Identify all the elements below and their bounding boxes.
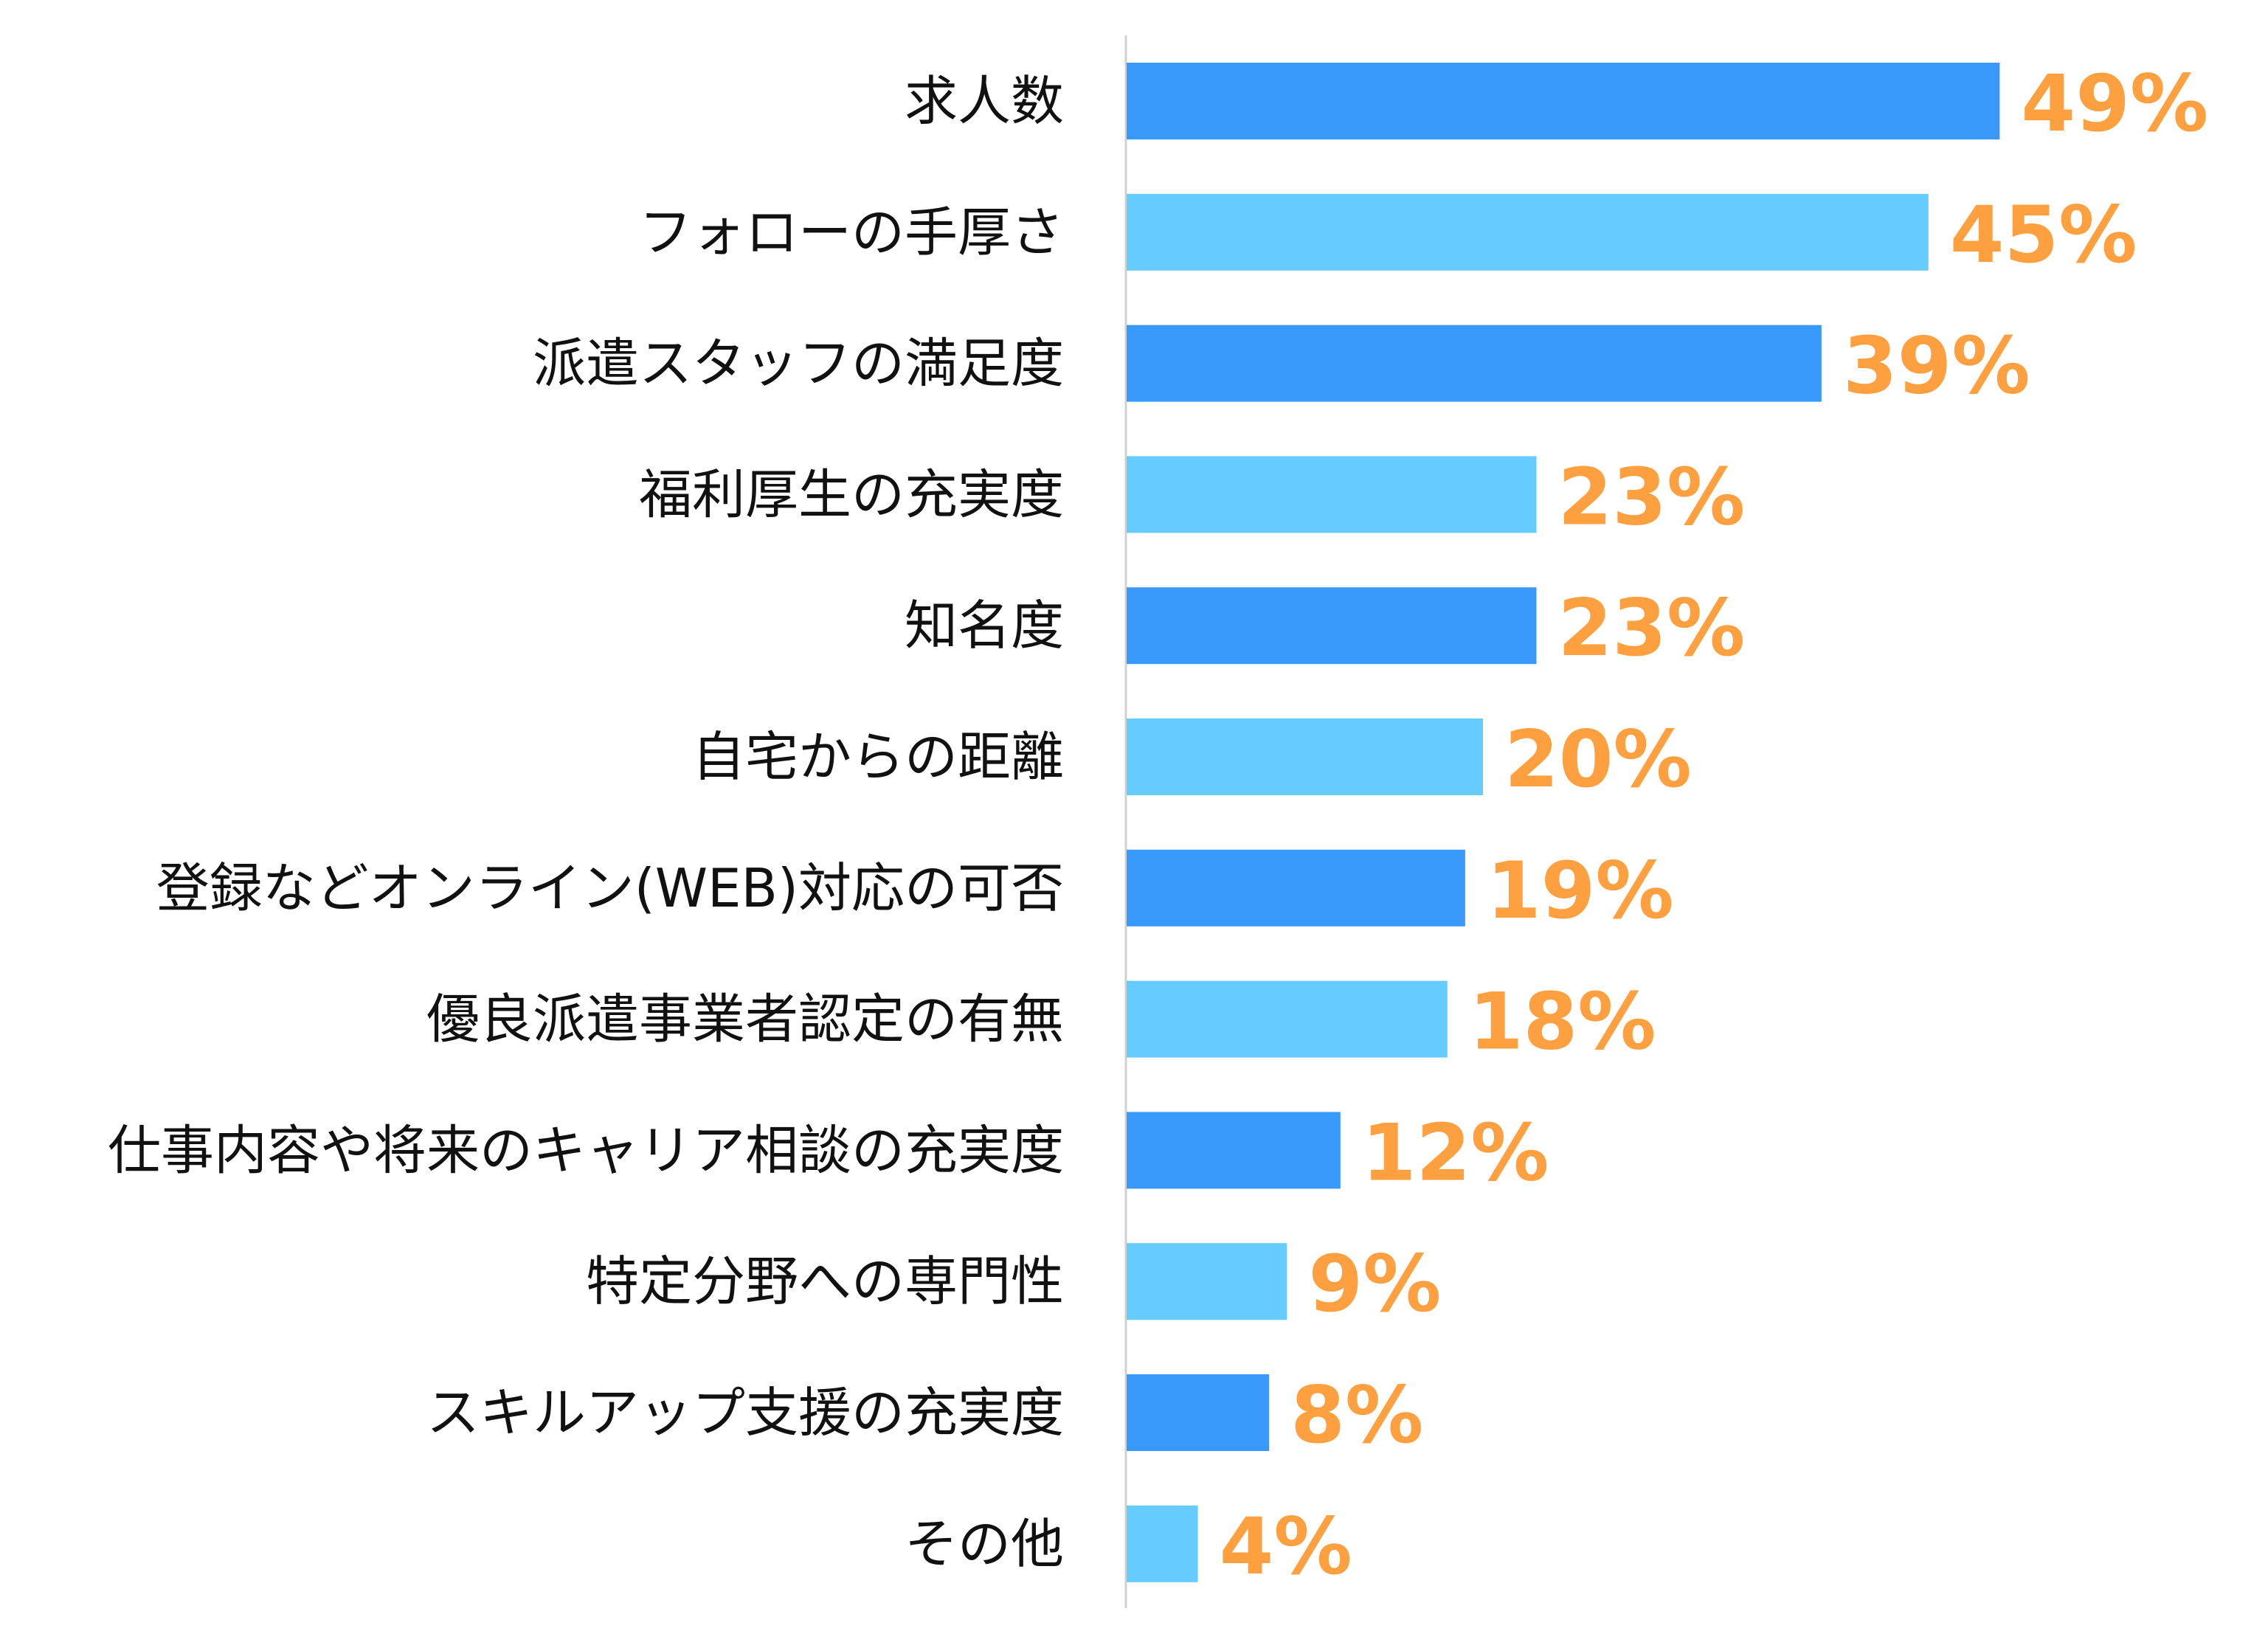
value-label: 23% — [1557, 451, 1745, 542]
bar — [1127, 193, 1929, 271]
category-label: 仕事内容や将来のキャリア相談の充実度 — [108, 1119, 1064, 1181]
bar — [1127, 456, 1537, 533]
bar — [1127, 1505, 1198, 1582]
bar — [1127, 1243, 1287, 1320]
category-label: 自宅からの距離 — [692, 726, 1064, 788]
bar — [1127, 849, 1465, 927]
category-label: 派遣スタッフの満足度 — [533, 333, 1064, 395]
category-label: その他 — [905, 1513, 1064, 1575]
value-label: 18% — [1469, 977, 1656, 1067]
value-label: 39% — [1843, 321, 2030, 412]
category-label: 求人数 — [905, 70, 1064, 132]
value-label: 19% — [1487, 845, 1674, 936]
value-label: 49% — [2021, 58, 2208, 149]
bar — [1127, 1374, 1270, 1451]
category-label: 福利厚生の充実度 — [639, 463, 1064, 525]
value-label: 45% — [1950, 190, 2137, 280]
bar — [1127, 980, 1448, 1058]
value-label: 8% — [1290, 1370, 1423, 1461]
category-label: フォローの手厚さ — [639, 201, 1064, 263]
bar — [1127, 63, 2000, 139]
value-label: 9% — [1308, 1239, 1441, 1329]
bar — [1127, 1112, 1341, 1189]
value-label: 23% — [1557, 583, 1745, 673]
bar — [1127, 718, 1483, 795]
value-label: 4% — [1220, 1501, 1352, 1592]
value-label: 12% — [1362, 1107, 1549, 1198]
category-label: 特定分野への専門性 — [586, 1250, 1064, 1312]
category-label: 登録などオンライン(WEB)対応の可否 — [156, 857, 1064, 919]
category-label: スキルアップ支援の充実度 — [426, 1382, 1064, 1444]
value-label: 20% — [1504, 714, 1692, 805]
category-label: 知名度 — [905, 595, 1064, 657]
category-label: 優良派遣事業者認定の有無 — [426, 988, 1064, 1050]
bar — [1127, 325, 1822, 402]
bar — [1127, 587, 1537, 665]
